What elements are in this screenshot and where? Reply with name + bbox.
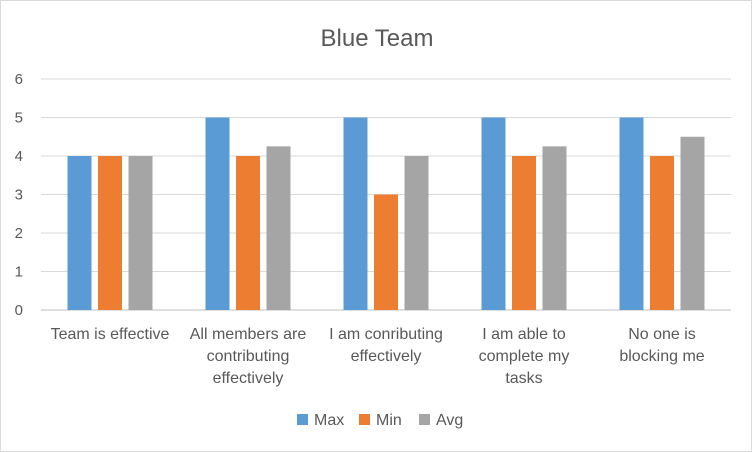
bar-max xyxy=(343,117,368,310)
bar-avg xyxy=(128,156,153,310)
bar-avg xyxy=(404,156,429,310)
y-tick-label: 5 xyxy=(15,110,23,127)
legend-swatch xyxy=(359,414,370,425)
x-tick-label-line: tasks xyxy=(505,370,542,387)
y-tick-label: 0 xyxy=(15,302,23,319)
legend-label: Max xyxy=(314,412,344,429)
bar-avg xyxy=(266,146,291,310)
y-tick-label: 1 xyxy=(15,264,23,281)
x-tick-label-line: effectively xyxy=(213,370,284,387)
bar-min xyxy=(512,156,536,310)
bar-min xyxy=(374,194,398,310)
y-tick-label: 2 xyxy=(15,225,23,242)
x-tick-label-line: All members are xyxy=(190,326,307,343)
bars xyxy=(67,117,705,310)
y-axis: 0 1 2 3 4 5 6 xyxy=(15,71,23,319)
bar-max xyxy=(619,117,644,310)
y-tick-label: 3 xyxy=(15,187,23,204)
x-tick-label-line: blocking me xyxy=(619,348,704,365)
x-tick-label: Team is effective xyxy=(51,326,170,343)
legend-item-min: Min xyxy=(359,412,402,429)
x-tick-label-line: contributing xyxy=(207,348,290,365)
legend-label: Avg xyxy=(436,412,463,429)
x-tick-label-line: I am conributing xyxy=(329,326,443,343)
x-tick-label-line: I am able to xyxy=(482,326,566,343)
x-tick-label-line: effectively xyxy=(351,348,422,365)
x-tick-label-line: Team is effective xyxy=(51,326,170,343)
y-tick-label: 4 xyxy=(15,148,23,165)
chart-title: Blue Team xyxy=(321,25,434,52)
legend-item-avg: Avg xyxy=(419,412,463,429)
x-tick-label: All members are contributing effectively xyxy=(190,326,307,387)
legend-label: Min xyxy=(376,412,402,429)
bar-max xyxy=(205,117,230,310)
bar-avg xyxy=(680,136,705,310)
legend-swatch xyxy=(419,414,430,425)
legend-item-max: Max xyxy=(297,412,344,429)
x-tick-label-line: complete my xyxy=(479,348,570,365)
bar-max xyxy=(67,156,92,310)
bar-avg xyxy=(542,146,567,310)
x-axis: Team is effective All members are contribu… xyxy=(51,326,705,387)
x-tick-label: No one is blocking me xyxy=(619,326,704,365)
bar-min xyxy=(650,156,674,310)
x-tick-label: I am conributing effectively xyxy=(329,326,443,365)
legend-swatch xyxy=(297,414,308,425)
x-tick-label: I am able to complete my tasks xyxy=(479,326,570,387)
bar-min xyxy=(98,156,122,310)
bar-max xyxy=(481,117,506,310)
bar-min xyxy=(236,156,260,310)
y-tick-label: 6 xyxy=(15,71,23,88)
legend: Max Min Avg xyxy=(297,412,463,429)
x-tick-label-line: No one is xyxy=(628,326,696,343)
